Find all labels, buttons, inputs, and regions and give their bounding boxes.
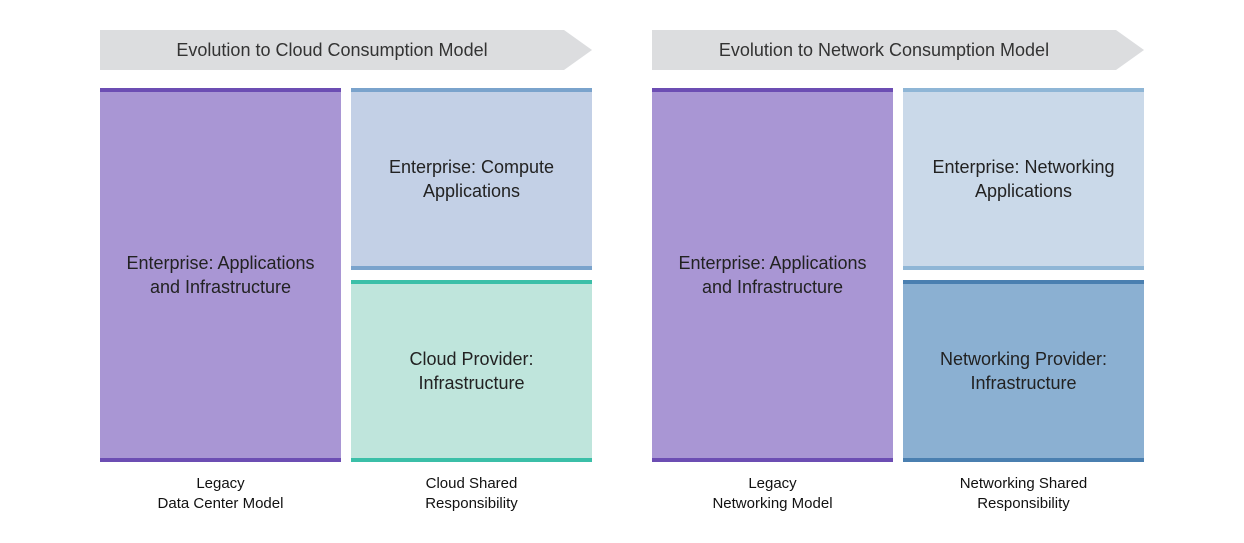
- box-network-apps: Enterprise: Networking Applications: [903, 88, 1144, 270]
- caption-cloud-shared: Cloud SharedResponsibility: [351, 474, 592, 513]
- caption-network-shared: Networking SharedResponsibility: [903, 474, 1144, 513]
- caption-network-legacy: LegacyNetworking Model: [652, 474, 893, 513]
- columns-cloud: Enterprise: Applications and Infrastruct…: [100, 88, 592, 462]
- box-cloud-legacy-enterprise-text: Enterprise: Applications and Infrastruct…: [116, 251, 325, 300]
- panel-network: Evolution to Network Consumption Model E…: [652, 30, 1144, 513]
- col-network-legacy: Enterprise: Applications and Infrastruct…: [652, 88, 893, 462]
- captions-network: LegacyNetworking Model Networking Shared…: [652, 474, 1144, 513]
- arrow-cloud: Evolution to Cloud Consumption Model: [100, 30, 592, 70]
- box-network-apps-text: Enterprise: Networking Applications: [919, 155, 1128, 204]
- caption-cloud-legacy: LegacyData Center Model: [100, 474, 341, 513]
- diagram-root: Evolution to Cloud Consumption Model Ent…: [100, 30, 1144, 513]
- arrow-network: Evolution to Network Consumption Model: [652, 30, 1144, 70]
- panel-cloud: Evolution to Cloud Consumption Model Ent…: [100, 30, 592, 513]
- arrow-cloud-label: Evolution to Cloud Consumption Model: [176, 40, 487, 61]
- box-cloud-legacy-enterprise: Enterprise: Applications and Infrastruct…: [100, 88, 341, 462]
- arrow-network-bar: Evolution to Network Consumption Model: [652, 30, 1116, 70]
- box-cloud-compute-apps: Enterprise: Compute Applications: [351, 88, 592, 270]
- box-cloud-provider-infra-text: Cloud Provider: Infrastructure: [367, 347, 576, 396]
- col-cloud-legacy: Enterprise: Applications and Infrastruct…: [100, 88, 341, 462]
- arrow-network-head-icon: [1116, 30, 1144, 70]
- box-cloud-compute-apps-text: Enterprise: Compute Applications: [367, 155, 576, 204]
- col-network-shared: Enterprise: Networking Applications Netw…: [903, 88, 1144, 462]
- box-network-legacy-enterprise: Enterprise: Applications and Infrastruct…: [652, 88, 893, 462]
- arrow-network-label: Evolution to Network Consumption Model: [719, 40, 1049, 61]
- captions-cloud: LegacyData Center Model Cloud SharedResp…: [100, 474, 592, 513]
- arrow-cloud-head-icon: [564, 30, 592, 70]
- box-cloud-provider-infra: Cloud Provider: Infrastructure: [351, 280, 592, 462]
- box-network-legacy-enterprise-text: Enterprise: Applications and Infrastruct…: [668, 251, 877, 300]
- box-network-provider-infra: Networking Provider: Infrastructure: [903, 280, 1144, 462]
- arrow-cloud-bar: Evolution to Cloud Consumption Model: [100, 30, 564, 70]
- box-network-provider-infra-text: Networking Provider: Infrastructure: [919, 347, 1128, 396]
- col-cloud-shared: Enterprise: Compute Applications Cloud P…: [351, 88, 592, 462]
- columns-network: Enterprise: Applications and Infrastruct…: [652, 88, 1144, 462]
